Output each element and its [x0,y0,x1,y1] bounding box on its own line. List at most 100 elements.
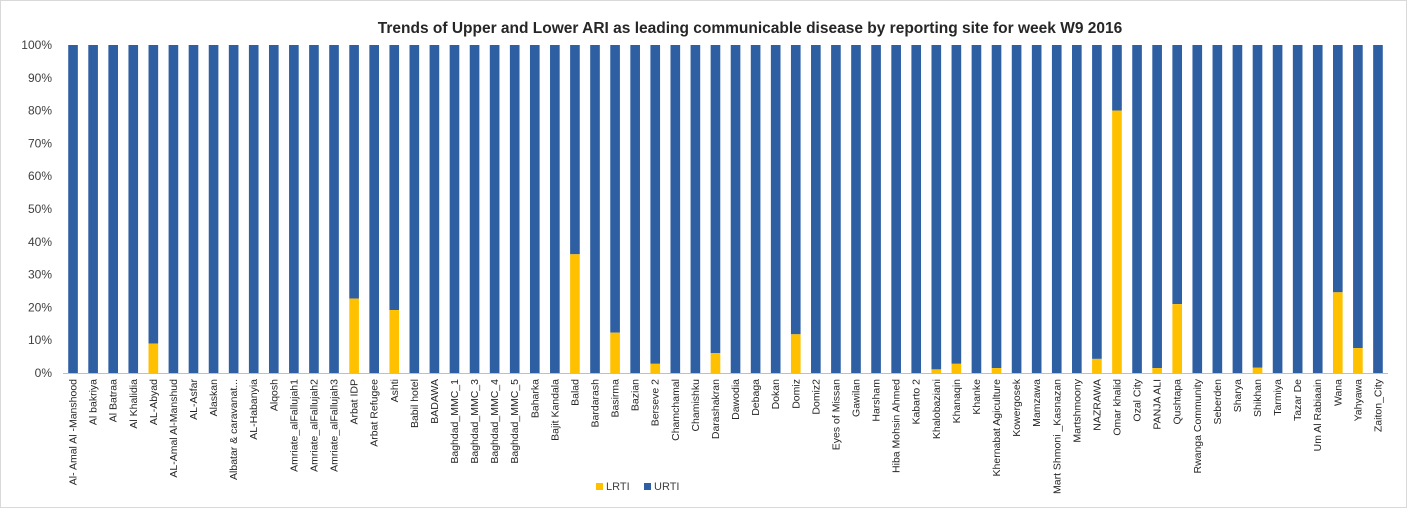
x-tick-label: Eyes of Missan [830,379,842,450]
bars-group [68,45,1383,373]
bar-urti [88,45,98,373]
bar-urti [1192,45,1203,373]
x-tick-label: Baghdad_MMC_5 [509,379,521,464]
bar-urti [610,45,620,333]
x-tick-label: Baghdad_MMC_1 [449,379,461,464]
y-tick-label: 70% [28,136,52,150]
x-tick-label: Arbat Refugee [369,379,381,447]
bar-urti [1152,45,1162,369]
bar-urti [1212,45,1223,373]
y-tick-label: 100% [21,38,52,52]
x-tick-label: Amriate_alFallujah3 [329,379,341,472]
bar-urti [389,45,400,311]
bar-urti [1011,45,1022,373]
bar-urti [1172,45,1183,305]
x-tick-label: Baghdad_MMC_3 [469,379,481,464]
x-tick-label: Harsham [871,379,883,422]
x-tick-label: Sharya [1232,379,1244,412]
bar-lrti [1332,292,1343,373]
bar-urti [851,45,861,373]
bar-lrti [951,363,962,373]
bar-urti [790,45,801,335]
bar-urti [690,45,701,373]
bar-urti [670,45,681,373]
y-tick-label: 60% [28,169,52,183]
x-tick-label: Dawodia [730,379,742,420]
bar-urti [248,45,259,373]
bar-urti [1051,45,1062,373]
x-tick-label: Darashakran [710,379,722,439]
bar-urti [349,45,359,299]
x-tick-label: Alaskan [208,379,220,417]
x-tick-label: Yahyawa [1352,379,1364,422]
x-tick-label: Ozal City [1132,378,1144,421]
x-tick-label: Tazar De [1292,379,1304,421]
x-tick-label: Chamishku [690,379,702,432]
x-tick-label: Domiz [790,379,802,409]
x-tick-label: Domiz2 [810,379,822,415]
y-tick-label: 40% [28,235,52,249]
bar-urti [1353,45,1363,349]
bar-urti [590,45,600,373]
bar-urti [991,45,1002,369]
bar-lrti [1172,304,1183,373]
bar-lrti [1152,368,1162,373]
bar-urti [570,45,580,255]
x-tick-label: Khernabat Agiculture [991,379,1003,477]
bar-urti [369,45,379,373]
x-axis: Al- Amal Al -Manshood Al bakriya Al Batraa… [63,373,1388,494]
bar-urti [228,45,239,373]
bar-urti [1132,45,1142,373]
bar-lrti [710,352,721,373]
bar-urti [710,45,721,353]
x-tick-label: Mamzawa [1031,379,1043,427]
bar-urti [148,45,159,344]
bar-urti [811,45,821,373]
x-tick-label: Tarmiya [1272,379,1284,416]
bar-urti [208,45,219,373]
x-tick-label: Babil hotel [409,379,421,428]
x-tick-label: Arbat IDP [349,379,361,425]
x-tick-label: Martshmoony [1071,378,1083,442]
bar-urti [1031,45,1042,373]
y-axis: 0% 10% 20% 30% 40% 50% 60% 70% 80% 90% 100% [21,38,52,380]
bar-urti [188,45,199,373]
bar-lrti [610,332,620,373]
x-tick-label: Qushtapa [1172,379,1184,425]
bar-urti [770,45,781,373]
y-tick-label: 0% [35,366,53,380]
x-tick-label: Khanaqin [951,379,963,424]
bar-lrti [991,368,1002,373]
bar-urti [68,45,78,373]
bar-lrti [349,298,359,373]
bar-urti [630,45,640,373]
x-tick-label: AL-Amal Al-Manshud [168,379,180,478]
bar-urti [650,45,661,364]
y-tick-label: 50% [28,202,52,216]
bar-urti [449,45,460,373]
bar-urti [469,45,480,373]
x-tick-label: NAZRAWA [1091,379,1103,431]
x-tick-label: Khalobaziani [931,379,943,439]
x-tick-label: Debaga [750,379,762,416]
x-tick-label: Bajit Kandala [549,379,561,441]
bar-urti [1292,45,1303,373]
bar-urti [1312,45,1323,373]
x-tick-label: Dokan [770,379,782,410]
bar-lrti [650,363,661,373]
bar-lrti [1353,348,1363,373]
bar-lrti [1092,358,1102,373]
x-tick-label: PANJA ALI [1152,379,1164,430]
bar-urti [971,45,982,373]
bar-urti [951,45,962,364]
bar-urti [1092,45,1102,359]
bar-lrti [1252,367,1263,373]
bar-urti [168,45,179,373]
bar-lrti [790,334,801,373]
legend-swatch [644,483,651,490]
x-tick-label: Al- Amal Al -Manshood [68,379,80,485]
bar-urti [1252,45,1263,368]
bar-urti [831,45,841,373]
x-tick-label: Baghdad_MMC_4 [489,379,501,464]
